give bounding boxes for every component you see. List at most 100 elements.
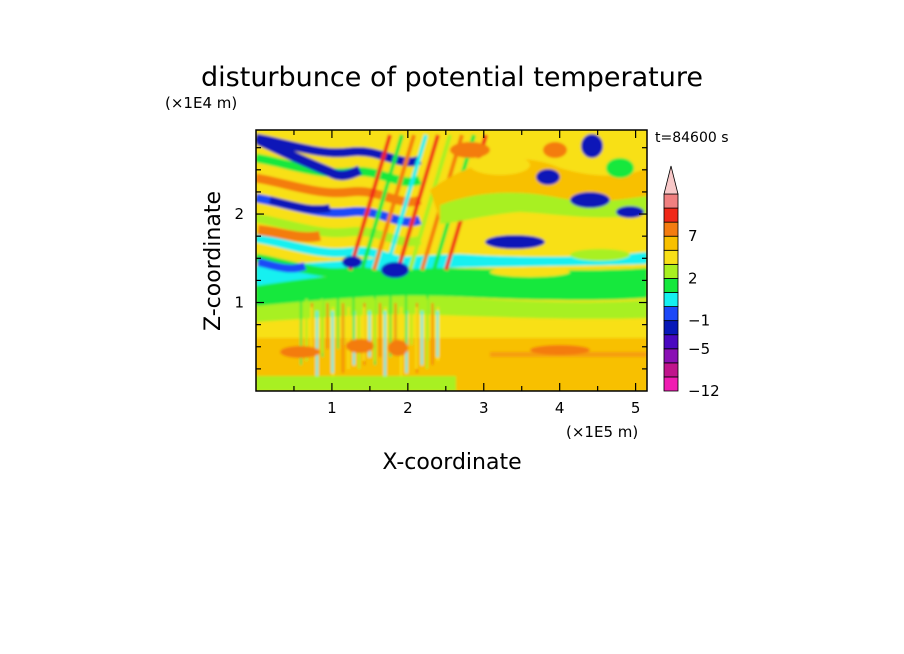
contour-region: [490, 267, 570, 277]
colorbar-extend-triangle: [663, 165, 679, 195]
colorbar-tick-label: −12: [688, 382, 720, 400]
colorbar: −12−5−127: [663, 165, 720, 400]
contour-region: [373, 299, 376, 361]
x-tick-label: 4: [555, 399, 565, 417]
colorbar-swatch: [663, 278, 679, 293]
contour-region: [321, 299, 323, 353]
y-axis-label: Z-coordinate: [201, 191, 226, 331]
contour-region: [326, 303, 329, 349]
colorbar-tick-label: −1: [688, 312, 710, 330]
contour-field: [256, 130, 647, 391]
colorbar-swatch: [663, 221, 679, 237]
contour-region: [300, 295, 302, 365]
contour-region: [347, 307, 350, 369]
x-axis-label: X-coordinate: [382, 450, 521, 475]
colorbar-swatch: [663, 320, 679, 336]
contour-region: [257, 258, 307, 273]
contour-region: [436, 311, 439, 357]
contour-region: [536, 169, 560, 185]
colorbar-swatch: [663, 263, 679, 279]
contour-region: [570, 192, 610, 208]
contour-region: [331, 311, 334, 373]
contour-region: [381, 262, 409, 278]
contour-region: [485, 235, 545, 249]
contour-region: [342, 303, 344, 373]
contour-region: [316, 311, 318, 381]
contour-region: [256, 133, 422, 167]
colorbar-swatch: [663, 235, 679, 251]
contour-region: [408, 134, 452, 271]
x-unit-label: (×1E5 m): [566, 423, 638, 441]
contour-region: [394, 303, 397, 349]
contour-region: [616, 206, 644, 218]
contour-region: [431, 303, 434, 365]
contour-region: [358, 299, 360, 369]
colorbar-swatch: [663, 193, 679, 209]
contour-region: [606, 158, 634, 178]
contour-region: [305, 299, 308, 361]
contour-region: [360, 134, 404, 271]
contour-region: [372, 134, 416, 271]
contour-region: [410, 299, 413, 345]
colorbar-tick-label: 7: [688, 227, 698, 245]
colorbar-swatch: [663, 207, 679, 223]
contour-region: [280, 346, 320, 358]
contour-region: [363, 307, 365, 361]
contour-region: [256, 376, 456, 391]
contour-region: [405, 295, 407, 349]
x-tick-label: 2: [403, 399, 413, 417]
x-tick-label: 5: [631, 399, 641, 417]
contour-region: [450, 142, 490, 158]
chart-title: disturbunce of potential temperature: [201, 62, 703, 93]
colorbar-swatch: [663, 306, 679, 322]
contour-region: [342, 256, 362, 268]
contour-region: [256, 173, 422, 207]
y-tick-label: 2: [234, 205, 244, 223]
colorbar-swatch: [663, 249, 679, 265]
contour-region: [415, 307, 418, 369]
x-axis-ticks: 1 2 3 4 5: [293, 130, 641, 417]
contour-region: [256, 135, 363, 181]
contour-region: [257, 225, 321, 243]
contour-region: [426, 299, 428, 369]
contour-region: [570, 249, 630, 261]
colorbar-swatch: [663, 362, 679, 378]
colorbar-swatch: [663, 376, 679, 392]
plot-frame: [255, 129, 648, 392]
y-axis-ticks: 12: [234, 147, 647, 370]
contour-region: [346, 339, 374, 353]
contour-region: [379, 303, 381, 357]
y-unit-label: (×1E4 m): [165, 94, 237, 112]
contour-region: [421, 311, 423, 365]
contour-region: [269, 196, 331, 214]
contour-region: [310, 307, 313, 353]
contour-region: [581, 134, 603, 158]
colorbar-tick-label: 2: [688, 269, 698, 287]
contour-region: [256, 340, 647, 380]
contour-region: [388, 340, 408, 356]
contour-region: [396, 134, 440, 271]
time-label: t=84600 s: [655, 130, 729, 146]
contour-region: [256, 213, 422, 247]
colorbar-swatch: [663, 348, 679, 364]
contour-region: [256, 322, 647, 338]
y-tick-label: 1: [234, 294, 244, 312]
contour-region: [543, 142, 567, 158]
contour-region: [470, 155, 530, 175]
contour-region: [368, 311, 371, 357]
colorbar-tick-label: −5: [688, 340, 710, 358]
contour-region: [348, 134, 392, 271]
x-tick-label: 3: [479, 399, 489, 417]
contour-region: [384, 311, 386, 381]
x-tick-label: 1: [327, 399, 337, 417]
contour-region: [384, 134, 428, 271]
colorbar-swatch: [663, 292, 679, 307]
contour-region: [352, 295, 355, 341]
contour-region: [530, 345, 590, 355]
colorbar-swatch: [663, 334, 679, 350]
contour-region: [337, 295, 339, 349]
contour-region: [440, 192, 647, 224]
contour-region: [389, 295, 392, 357]
